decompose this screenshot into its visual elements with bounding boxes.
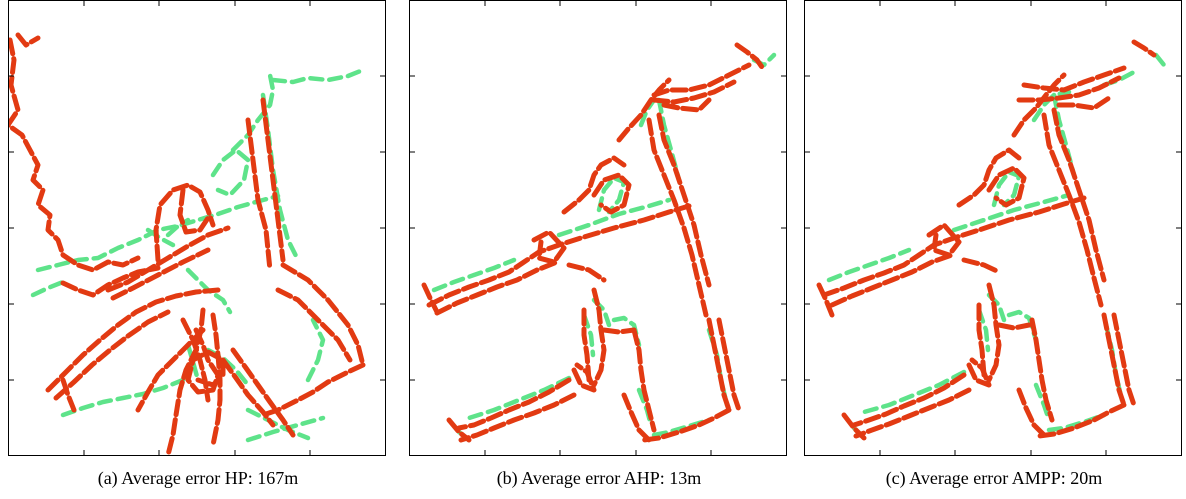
red-trajectory-segment bbox=[1056, 95, 1112, 111]
red-trajectory-segment bbox=[656, 112, 712, 288]
red-trajectory-segment bbox=[976, 302, 987, 378]
red-trajectory-segment bbox=[15, 32, 41, 48]
red-trajectory-segment bbox=[1021, 65, 1127, 93]
red-trajectory-segment bbox=[646, 117, 709, 318]
red-trajectory-segment bbox=[706, 317, 732, 413]
red-trajectory-segment bbox=[434, 259, 560, 316]
green-trajectory-segment bbox=[305, 317, 326, 383]
green-trajectory-segment bbox=[556, 197, 672, 238]
red-trajectory-segment bbox=[716, 317, 742, 413]
red-trajectory-segment bbox=[210, 312, 223, 448]
green-trajectory-segment bbox=[596, 175, 627, 215]
red-trajectory-segment bbox=[177, 187, 211, 235]
red-trajectory-segment bbox=[851, 372, 967, 428]
red-trajectory-segment bbox=[8, 37, 141, 273]
caption-b: (b) Average error AHP: 13m bbox=[496, 468, 702, 488]
red-trajectory-segment bbox=[956, 147, 1022, 208]
red-trajectory-segment bbox=[996, 322, 1032, 331]
red-trajectory-segment bbox=[1016, 387, 1047, 438]
red-trajectory-segment bbox=[734, 42, 767, 73]
red-trajectory-segment bbox=[230, 347, 296, 438]
red-trajectory-segment bbox=[60, 377, 77, 413]
red-trajectory-segment bbox=[661, 97, 712, 113]
panel-a: (a) Average error HP: 167m bbox=[8, 0, 388, 499]
red-trajectory-segment bbox=[60, 265, 161, 298]
green-trajectory-segment bbox=[30, 279, 66, 298]
green-trajectory-segment bbox=[60, 377, 186, 418]
green-trajectory-segment bbox=[245, 415, 326, 443]
red-trajectory-segment bbox=[566, 262, 607, 283]
green-trajectory-segment bbox=[431, 257, 517, 293]
red-trajectory-segment bbox=[591, 172, 632, 215]
red-trajectory-segment bbox=[961, 257, 1002, 275]
red-trajectory-segment bbox=[1041, 112, 1104, 308]
trajectory-plot-b bbox=[409, 0, 787, 456]
red-trajectory-segment bbox=[561, 155, 627, 215]
red-trajectory-segment bbox=[135, 327, 206, 413]
red-trajectory-segment bbox=[966, 357, 992, 388]
red-trajectory-segment bbox=[926, 222, 962, 258]
green-trajectory-segment bbox=[1153, 52, 1167, 68]
red-trajectory-segment bbox=[1029, 317, 1055, 423]
green-trajectory-segment bbox=[245, 407, 311, 441]
red-trajectory-segment bbox=[1051, 107, 1107, 283]
red-trajectory-segment bbox=[275, 287, 353, 363]
red-trajectory-segment bbox=[853, 387, 972, 439]
red-trajectory-segment bbox=[280, 262, 366, 368]
red-trajectory-segment bbox=[45, 287, 221, 393]
green-trajectory-segment bbox=[210, 147, 251, 198]
panel-c: (c) Average error AMPP: 20m bbox=[804, 0, 1184, 499]
green-trajectory-segment bbox=[991, 169, 1022, 208]
red-trajectory-segment bbox=[1131, 39, 1157, 58]
red-trajectory-segment bbox=[260, 97, 286, 263]
red-trajectory-segment bbox=[110, 247, 211, 301]
red-trajectory-segment bbox=[456, 377, 572, 431]
trajectory-plot-a bbox=[8, 0, 386, 458]
red-trajectory-segment bbox=[1101, 312, 1127, 408]
red-trajectory-segment bbox=[621, 392, 652, 443]
red-trajectory-segment bbox=[1036, 402, 1127, 439]
green-trajectory-segment bbox=[1006, 309, 1039, 343]
red-trajectory-segment bbox=[816, 282, 835, 318]
red-trajectory-segment bbox=[591, 287, 607, 388]
red-trajectory-segment bbox=[421, 282, 440, 315]
green-trajectory-segment bbox=[826, 247, 912, 283]
red-trajectory-segment bbox=[841, 412, 867, 441]
green-trajectory-segment bbox=[861, 369, 967, 415]
trajectory-plot-c bbox=[804, 0, 1182, 456]
red-trajectory-segment bbox=[986, 165, 1027, 208]
red-trajectory-segment bbox=[616, 77, 672, 143]
red-trajectory-segment bbox=[531, 229, 567, 265]
red-trajectory-segment bbox=[641, 407, 732, 443]
red-trajectory-segment bbox=[601, 327, 637, 335]
red-trajectory-segment bbox=[986, 282, 1002, 383]
caption-c: (c) Average error AMPP: 20m bbox=[885, 468, 1103, 488]
red-trajectory-segment bbox=[829, 252, 955, 308]
green-trajectory-segment bbox=[270, 67, 366, 85]
caption-a: (a) Average error HP: 167m bbox=[97, 468, 299, 488]
red-trajectory-segment bbox=[180, 317, 211, 403]
red-trajectory-segment bbox=[1016, 75, 1122, 103]
red-trajectory-segment bbox=[245, 117, 273, 273]
green-trajectory-segment bbox=[1033, 382, 1052, 423]
red-trajectory-segment bbox=[1111, 312, 1137, 408]
green-trajectory-segment bbox=[951, 192, 1072, 233]
red-trajectory-segment bbox=[581, 307, 592, 383]
red-trajectory-segment bbox=[53, 309, 171, 401]
green-trajectory-segment bbox=[466, 375, 572, 421]
red-trajectory-segment bbox=[631, 327, 657, 433]
red-trajectory-segment bbox=[153, 182, 216, 263]
green-trajectory-segment bbox=[145, 227, 176, 248]
red-trajectory-segment bbox=[458, 392, 577, 443]
red-trajectory-segment bbox=[105, 225, 231, 293]
red-trajectory-segment bbox=[220, 357, 276, 428]
red-trajectory-segment bbox=[185, 327, 226, 395]
red-trajectory-segment bbox=[165, 307, 206, 458]
red-trajectory-segment bbox=[571, 362, 597, 393]
red-trajectory-segment bbox=[651, 79, 737, 105]
red-trajectory-segment bbox=[651, 62, 752, 98]
panel-b: (b) Average error AHP: 13m bbox=[409, 0, 789, 499]
red-trajectory-segment bbox=[446, 417, 472, 443]
